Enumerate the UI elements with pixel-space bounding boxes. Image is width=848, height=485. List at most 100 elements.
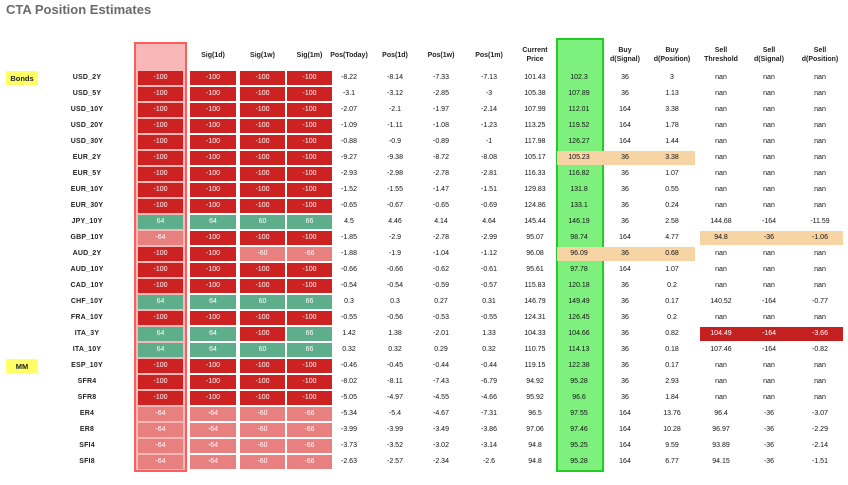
table-row: ER8 -64 -64 -60 -66 -3.99 -3.99 -3.49 -3.86 97.06…	[0, 422, 848, 438]
value-cell: 36	[621, 74, 629, 81]
value-cell: -1.9	[388, 250, 402, 257]
table-row: GBP_10Y -64 -100 -100 -100 -1.85 -2.9 -2.78 -2.9…	[0, 230, 848, 246]
value-cell: -164	[761, 346, 776, 353]
signal-cell: -100	[138, 375, 183, 389]
value-cell: 120.18	[568, 282, 590, 289]
value-cell: 36	[621, 314, 629, 321]
value-cell: 0.31	[482, 298, 496, 305]
value-cell: 1.42	[342, 330, 356, 337]
value-cell: 2.58	[665, 218, 679, 225]
signal-cell: -100	[287, 103, 332, 117]
value-cell: -1.85	[341, 234, 357, 241]
value-cell: 97.78	[570, 266, 588, 273]
value-cell: -2.63	[341, 458, 357, 465]
row-label: CHF_10Y	[70, 298, 104, 305]
value-cell: -0.89	[433, 138, 449, 145]
column-header-p2: Pos(1w)	[427, 51, 455, 59]
value-cell: nan	[814, 170, 826, 177]
value-cell: -5.34	[341, 410, 357, 417]
signal-cell: -100	[287, 375, 332, 389]
signal-cell: 60	[240, 343, 285, 357]
value-cell: -0.54	[341, 282, 357, 289]
value-cell: nan	[715, 378, 727, 385]
value-cell: 95.28	[570, 458, 588, 465]
value-cell: 1.38	[388, 330, 402, 337]
value-cell: 116.82	[568, 170, 590, 177]
signal-cell: -100	[190, 247, 236, 261]
value-cell: 93.89	[712, 442, 730, 449]
row-label: JPY_10Y	[71, 218, 103, 225]
value-cell: -0.82	[812, 346, 828, 353]
value-cell: nan	[814, 138, 826, 145]
signal-cell: -64	[138, 407, 183, 421]
value-cell: nan	[715, 90, 727, 97]
signal-cell: -100	[138, 87, 183, 101]
value-cell: -1.55	[387, 186, 403, 193]
value-cell: 10.28	[663, 426, 681, 433]
row-label: ER4	[79, 410, 95, 417]
signal-cell: -100	[138, 71, 183, 85]
value-cell: 146.79	[524, 298, 546, 305]
signal-cell: -60	[240, 439, 285, 453]
signal-cell: 64	[138, 343, 183, 357]
value-cell: nan	[715, 122, 727, 129]
value-cell: -164	[761, 218, 776, 225]
signal-cell: 64	[138, 327, 183, 341]
value-cell: 140.52	[710, 298, 732, 305]
value-cell: 144.68	[710, 218, 732, 225]
value-cell: nan	[763, 90, 775, 97]
value-cell: nan	[814, 186, 826, 193]
signal-cell: -100	[138, 167, 183, 181]
table-row: EUR_30Y -100 -100 -100 -100 -0.65 -0.67 -0.65 -0…	[0, 198, 848, 214]
value-cell: -1.11	[387, 122, 403, 129]
value-cell: 116.33	[524, 170, 546, 177]
table-row: ER4 -64 -64 -60 -66 -5.34 -5.4 -4.67 -7.31 96.5 97…	[0, 406, 848, 422]
value-cell: 1.44	[665, 138, 679, 145]
value-cell: nan	[814, 282, 826, 289]
value-cell: -2.78	[433, 170, 449, 177]
table-row: CHF_10Y 64 64 60 66 0.3 0.3 0.27 0.31 146.79 149.4…	[0, 294, 848, 310]
signal-cell: -100	[287, 231, 332, 245]
value-cell: 36	[621, 90, 629, 97]
value-cell: 0.82	[665, 330, 679, 337]
row-label: USD_5Y	[72, 90, 102, 97]
value-cell: -1.04	[433, 250, 449, 257]
signal-cell: -100	[240, 375, 285, 389]
value-cell: -1.06	[812, 234, 828, 241]
signal-cell: -100	[190, 167, 236, 181]
value-cell: 4.14	[434, 218, 448, 225]
value-cell: -4.66	[481, 394, 497, 401]
value-cell: -1.23	[481, 122, 497, 129]
value-cell: 98.74	[570, 234, 588, 241]
value-cell: -0.61	[481, 266, 497, 273]
value-cell: -0.88	[341, 138, 357, 145]
value-cell: -2.57	[387, 458, 403, 465]
row-label: USD_10Y	[70, 106, 104, 113]
value-cell: 124.31	[524, 314, 546, 321]
value-cell: 9.59	[665, 442, 679, 449]
value-cell: -8.72	[433, 154, 449, 161]
value-cell: 4.77	[665, 234, 679, 241]
signal-cell: -60	[240, 423, 285, 437]
value-cell: -0.54	[387, 282, 403, 289]
signal-cell: -100	[287, 87, 332, 101]
signal-cell: 66	[287, 215, 332, 229]
value-cell: nan	[715, 186, 727, 193]
table-row: CAD_10Y -100 -100 -100 -100 -0.54 -0.54 -0.59 -0…	[0, 278, 848, 294]
value-cell: nan	[715, 250, 727, 257]
value-cell: -2.1	[388, 106, 402, 113]
value-cell: -8.08	[481, 154, 497, 161]
value-cell: -4.67	[433, 410, 449, 417]
value-cell: -6.79	[481, 378, 497, 385]
value-cell: -0.59	[433, 282, 449, 289]
value-cell: -0.9	[388, 138, 402, 145]
row-label: FRA_10Y	[70, 314, 104, 321]
value-cell: -0.53	[433, 314, 449, 321]
value-cell: 110.75	[524, 346, 546, 353]
value-cell: -0.65	[433, 202, 449, 209]
value-cell: -3.99	[341, 426, 357, 433]
value-cell: -1.51	[481, 186, 497, 193]
signal-cell: -100	[190, 279, 236, 293]
signal-cell: -66	[287, 455, 332, 469]
value-cell: nan	[814, 90, 826, 97]
